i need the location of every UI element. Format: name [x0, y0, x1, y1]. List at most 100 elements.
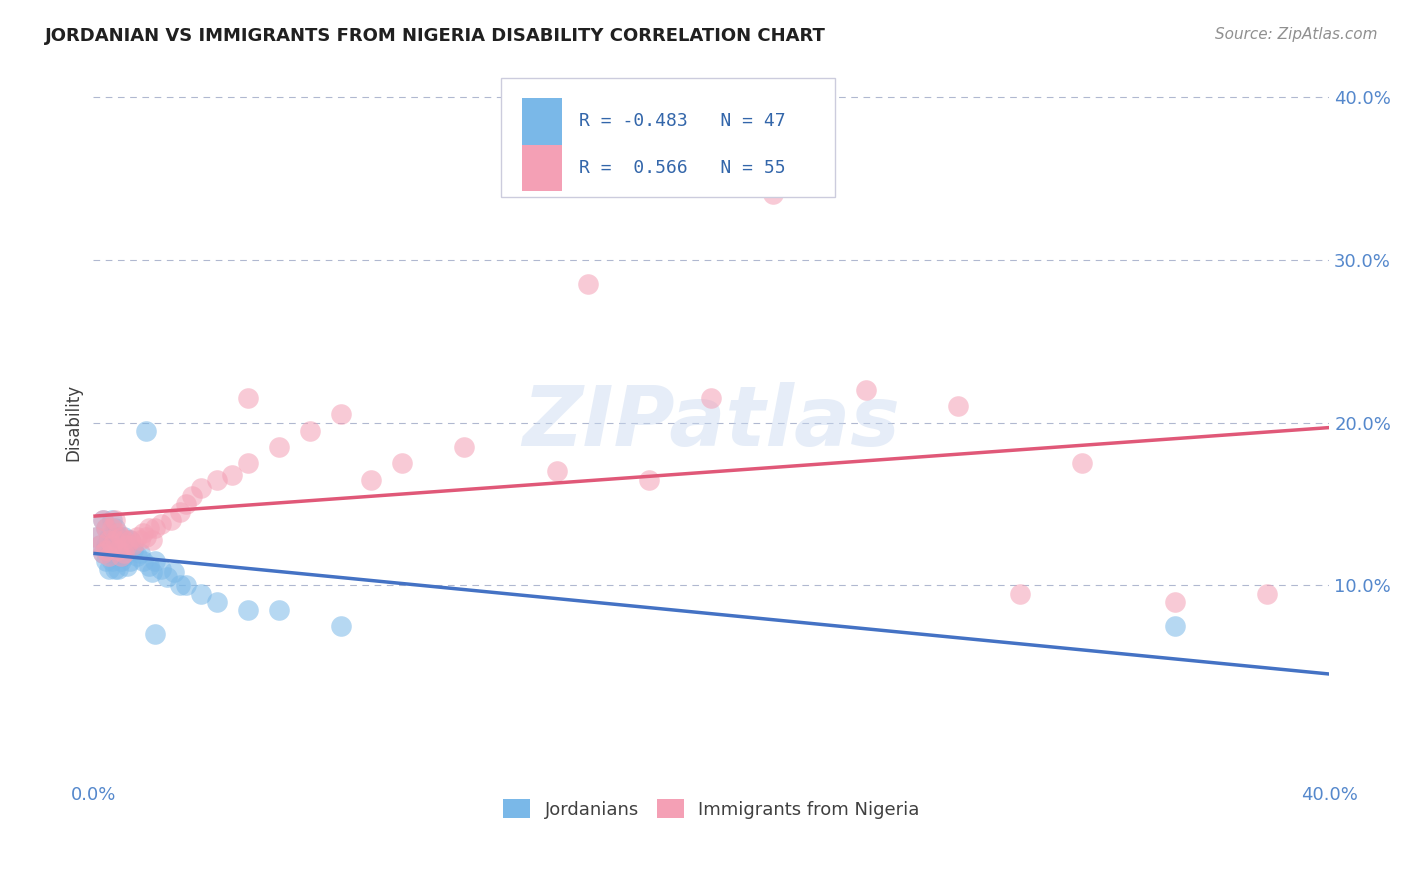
- Point: [159, 513, 181, 527]
- Point: [267, 603, 290, 617]
- Text: ZIPatlas: ZIPatlas: [523, 382, 900, 463]
- Point: [132, 554, 155, 568]
- Point: [110, 538, 132, 552]
- Point: [546, 464, 568, 478]
- Point: [110, 554, 132, 568]
- Point: [143, 627, 166, 641]
- Point: [762, 187, 785, 202]
- Point: [101, 538, 124, 552]
- Point: [104, 521, 127, 535]
- Point: [91, 513, 114, 527]
- Point: [86, 530, 108, 544]
- Point: [97, 549, 120, 563]
- Point: [132, 526, 155, 541]
- Point: [948, 399, 970, 413]
- Point: [1256, 586, 1278, 600]
- Point: [221, 467, 243, 482]
- Point: [700, 391, 723, 405]
- Point: [236, 456, 259, 470]
- Legend: Jordanians, Immigrants from Nigeria: Jordanians, Immigrants from Nigeria: [496, 792, 927, 826]
- Point: [236, 391, 259, 405]
- Point: [89, 538, 111, 552]
- Point: [122, 538, 145, 552]
- Point: [169, 505, 191, 519]
- Point: [576, 277, 599, 291]
- Point: [329, 408, 352, 422]
- Point: [101, 554, 124, 568]
- Point: [128, 546, 150, 560]
- Point: [117, 558, 139, 573]
- Point: [91, 513, 114, 527]
- Point: [101, 538, 124, 552]
- Point: [174, 497, 197, 511]
- Point: [112, 533, 135, 547]
- Point: [94, 554, 117, 568]
- Point: [97, 562, 120, 576]
- Point: [1071, 456, 1094, 470]
- Point: [110, 530, 132, 544]
- Point: [190, 481, 212, 495]
- Point: [94, 521, 117, 535]
- Point: [112, 549, 135, 563]
- Point: [1164, 595, 1187, 609]
- Point: [107, 546, 129, 560]
- Point: [125, 549, 148, 563]
- Point: [107, 530, 129, 544]
- Point: [236, 603, 259, 617]
- Point: [855, 383, 877, 397]
- Point: [190, 586, 212, 600]
- Point: [298, 424, 321, 438]
- Point: [120, 554, 142, 568]
- Point: [360, 473, 382, 487]
- Point: [94, 538, 117, 552]
- Bar: [522, 145, 562, 191]
- Point: [138, 521, 160, 535]
- Point: [141, 566, 163, 580]
- Point: [138, 558, 160, 573]
- Text: Source: ZipAtlas.com: Source: ZipAtlas.com: [1215, 27, 1378, 42]
- Point: [86, 530, 108, 544]
- Point: [107, 526, 129, 541]
- Point: [91, 546, 114, 560]
- Point: [117, 538, 139, 552]
- Point: [104, 533, 127, 547]
- Point: [120, 533, 142, 547]
- Point: [391, 456, 413, 470]
- Point: [89, 538, 111, 552]
- Point: [329, 619, 352, 633]
- Point: [150, 562, 173, 576]
- Point: [156, 570, 179, 584]
- Point: [117, 538, 139, 552]
- Point: [205, 595, 228, 609]
- Point: [101, 521, 124, 535]
- Point: [174, 578, 197, 592]
- Point: [150, 516, 173, 531]
- Point: [125, 530, 148, 544]
- Point: [169, 578, 191, 592]
- Point: [101, 513, 124, 527]
- Point: [135, 424, 157, 438]
- Point: [205, 473, 228, 487]
- Point: [141, 533, 163, 547]
- Point: [267, 440, 290, 454]
- Point: [181, 489, 204, 503]
- Point: [94, 521, 117, 535]
- Point: [104, 513, 127, 527]
- Point: [107, 542, 129, 557]
- Point: [128, 533, 150, 547]
- Point: [104, 562, 127, 576]
- Point: [104, 546, 127, 560]
- Point: [122, 542, 145, 557]
- Point: [94, 542, 117, 557]
- Point: [110, 549, 132, 563]
- Point: [1010, 586, 1032, 600]
- Point: [143, 521, 166, 535]
- Point: [143, 554, 166, 568]
- Point: [112, 530, 135, 544]
- Point: [112, 546, 135, 560]
- Point: [453, 440, 475, 454]
- FancyBboxPatch shape: [501, 78, 835, 197]
- Point: [97, 533, 120, 547]
- Text: JORDANIAN VS IMMIGRANTS FROM NIGERIA DISABILITY CORRELATION CHART: JORDANIAN VS IMMIGRANTS FROM NIGERIA DIS…: [45, 27, 825, 45]
- Point: [163, 566, 186, 580]
